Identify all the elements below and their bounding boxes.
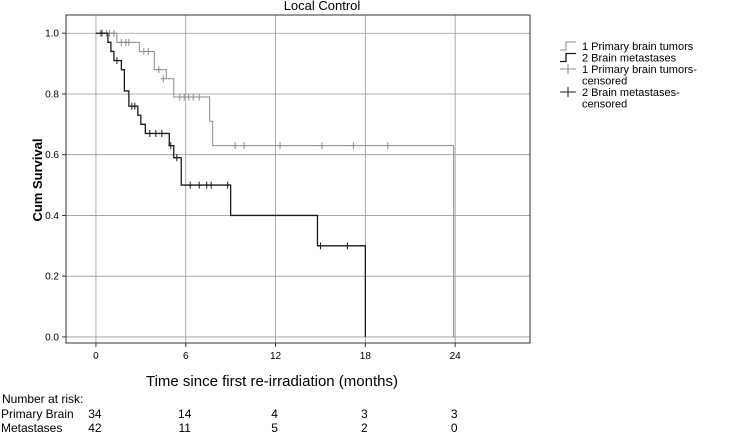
censor-mark (190, 93, 196, 101)
x-tick-label: 0 (93, 351, 99, 362)
risk-value: 34 (88, 407, 102, 421)
censor-mark (204, 181, 210, 189)
x-axis-label: Time since first re-irradiation (months) (146, 373, 398, 390)
legend-item: 2 Brain metastases-censored (560, 87, 680, 111)
survival-step-line (95, 32, 367, 337)
legend-label: censored (582, 76, 627, 88)
legend-label: 1 Primary brain tumors- (582, 64, 697, 76)
censor-mark (317, 242, 323, 250)
legend-label: censored (582, 99, 627, 111)
legend-label: 1 Primary brain tumors (582, 41, 694, 53)
legend-item: 2 Brain metastases (560, 53, 677, 65)
survival-step-line (95, 32, 456, 338)
legend-item: 1 Primary brain tumors (560, 41, 694, 53)
censor-mark (208, 181, 214, 189)
series-brain-metastases (95, 29, 367, 337)
y-tick-label: 0.8 (45, 89, 59, 100)
x-tick-label: 24 (450, 351, 462, 362)
legend-item: 1 Primary brain tumors-censored (560, 64, 697, 88)
censor-mark (114, 57, 120, 65)
censor-mark (232, 142, 238, 150)
risk-row-primary-brain: Primary Brain 34 14 4 3 3 (0, 407, 731, 421)
censor-mark (126, 38, 132, 46)
y-tick-label: 1.0 (45, 29, 59, 40)
risk-row-label: Primary Brain (1, 407, 74, 421)
censor-mark (181, 93, 187, 101)
censor-mark (177, 93, 183, 101)
risk-value: 5 (271, 421, 278, 435)
censor-mark (132, 102, 138, 110)
censor-mark (277, 142, 283, 150)
risk-value: 14 (178, 407, 192, 421)
x-tick-label: 12 (270, 351, 282, 362)
censor-mark (241, 142, 247, 150)
censor-mark (141, 47, 147, 55)
risk-row-label: Metastases (1, 421, 63, 435)
censor-mark (159, 129, 165, 137)
risk-value: 3 (450, 407, 458, 421)
censor-mark (186, 93, 192, 101)
censor-mark (118, 38, 124, 46)
y-tick-label: 0.2 (45, 272, 59, 283)
kaplan-meier-chart: Local Control Cum Survival Time since fi… (30, 0, 697, 390)
y-tick-label: 0.0 (45, 332, 59, 343)
censor-mark (153, 129, 159, 137)
censor-mark (196, 181, 202, 189)
survival-curves (95, 29, 456, 338)
censor-mark (147, 129, 153, 137)
y-tick-label: 0.6 (45, 150, 59, 161)
risk-value: 2 (361, 421, 368, 435)
censor-mark (111, 29, 117, 37)
risk-value: 0 (450, 421, 458, 435)
censor-mark (344, 242, 350, 250)
legend-label: 2 Brain metastases- (582, 87, 680, 99)
legend-swatch-censor (560, 87, 576, 97)
risk-table-header: Number at risk: (2, 392, 84, 406)
legend-swatch-line (560, 52, 576, 63)
axis-ticks: 0 6 12 18 24 0.0 0.2 0.4 0.6 0.8 1.0 (45, 29, 461, 362)
censor-mark (319, 142, 325, 150)
censor-mark (385, 142, 391, 150)
risk-value: 4 (271, 407, 278, 421)
legend-label: 2 Brain metastases (582, 53, 677, 65)
censor-mark (145, 47, 151, 55)
censor-mark (174, 154, 180, 162)
legend-swatch-censor (560, 64, 576, 74)
censor-mark (187, 181, 193, 189)
censor-mark (160, 75, 166, 83)
x-tick-label: 6 (183, 351, 189, 362)
risk-value: 11 (178, 421, 191, 435)
censor-mark (99, 29, 105, 37)
y-tick-label: 0.4 (45, 211, 59, 222)
censor-mark (350, 142, 356, 150)
risk-value: 42 (88, 421, 102, 435)
plot-frame (65, 14, 531, 344)
number-at-risk-table: Number at risk: Primary Brain 34 14 4 3 … (0, 392, 731, 435)
grid-lines (66, 15, 530, 343)
legend-swatch-line (560, 41, 576, 51)
chart-title: Local Control (284, 0, 361, 13)
censor-mark (168, 142, 174, 150)
censor-mark (225, 181, 231, 189)
y-axis-label: Cum Survival (30, 138, 45, 221)
risk-row-metastases: Metastases 42 11 5 2 0 (0, 421, 731, 435)
x-tick-label: 18 (360, 351, 372, 362)
censor-mark (156, 66, 162, 74)
risk-value: 3 (361, 407, 368, 421)
censor-mark (196, 93, 202, 101)
